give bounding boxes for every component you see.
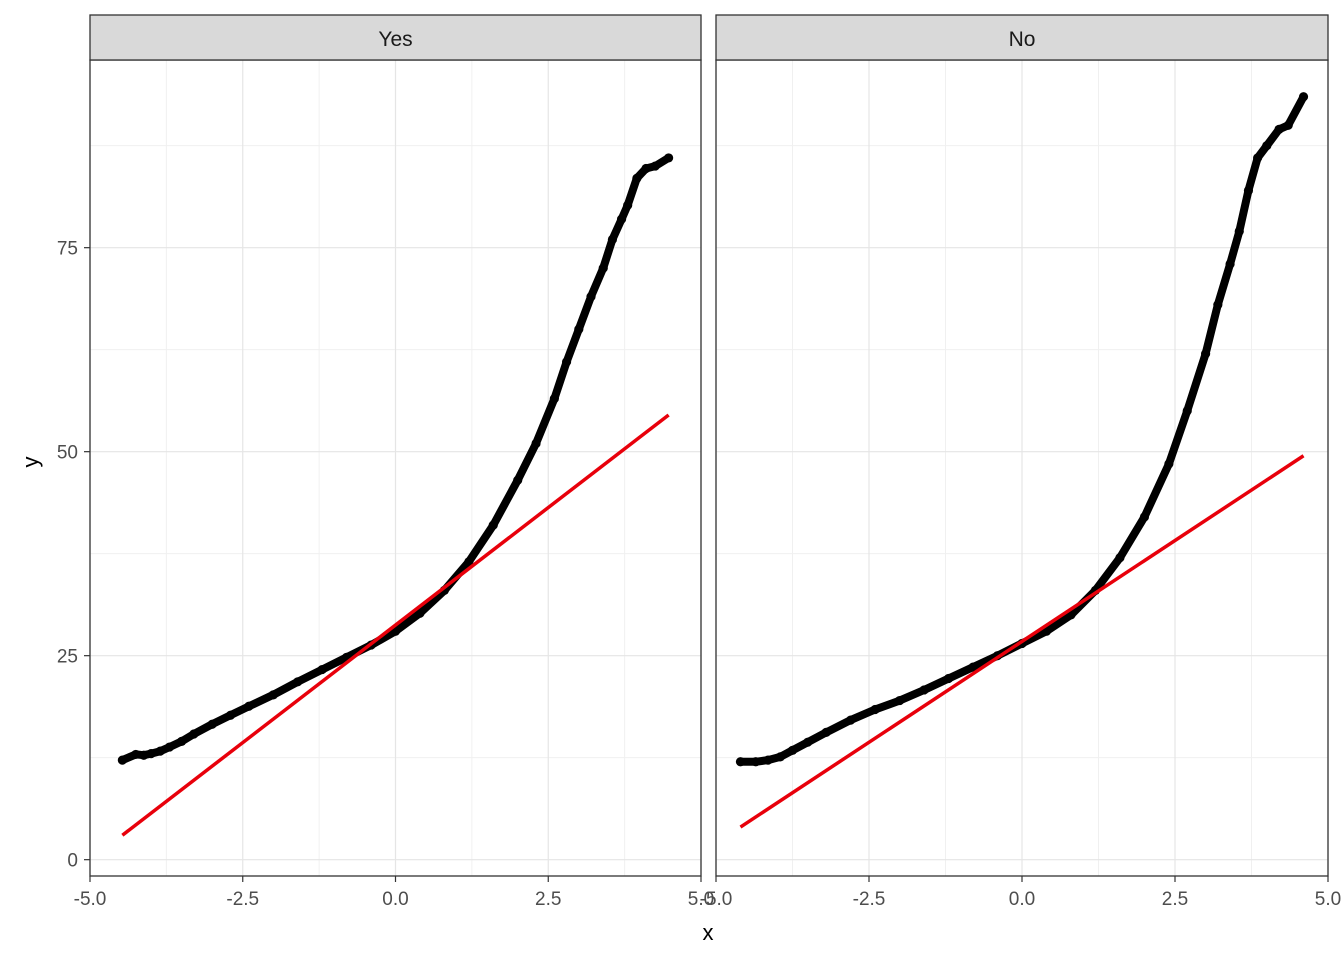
- y-axis: 0 25 50 75: [57, 239, 90, 872]
- reference-line: [121, 413, 670, 837]
- facet-strip: [715, 14, 1329, 61]
- data-point: [821, 727, 831, 737]
- data-point: [464, 557, 474, 567]
- data-point: [1213, 300, 1223, 310]
- data-point: [1298, 92, 1309, 102]
- y-tick-label: 50: [57, 443, 78, 464]
- data-point: [164, 742, 175, 752]
- data-point: [225, 710, 236, 720]
- panel-no: No -5.0 -2.5 0.0 2.5 5.0: [700, 14, 1341, 910]
- data-point: [763, 755, 773, 765]
- data-point: [803, 737, 813, 747]
- data-point: [117, 755, 127, 765]
- x-tick-label: -2.5: [853, 889, 886, 910]
- data-point: [1164, 459, 1174, 469]
- y-axis-label: y: [18, 457, 43, 468]
- data-point: [1139, 512, 1149, 522]
- data-point: [1283, 120, 1293, 130]
- y-tick-label: 75: [57, 239, 78, 260]
- data-point: [598, 263, 608, 273]
- x-tick-label: 2.5: [535, 889, 561, 910]
- data-point: [131, 749, 141, 760]
- x-tick-label: 2.5: [1162, 889, 1188, 910]
- x-axis-label: x: [703, 920, 714, 945]
- data-point: [1201, 349, 1211, 359]
- data-point: [1253, 153, 1263, 163]
- panel-yes: Yes -5.0 -2.5 0.0 2.5 5.0: [74, 14, 714, 910]
- data-point: [139, 750, 149, 760]
- data-point: [1234, 226, 1244, 236]
- facet-strip-label: No: [1009, 28, 1036, 51]
- data-point: [943, 673, 954, 684]
- data-point: [775, 752, 785, 762]
- data-point: [641, 163, 651, 174]
- x-tick-label: -2.5: [226, 889, 259, 910]
- y-tick-label: 25: [57, 647, 78, 668]
- data-point: [870, 704, 880, 715]
- data-point: [586, 292, 596, 302]
- data-point: [155, 746, 165, 756]
- data-point: [919, 685, 929, 695]
- x-tick-label: 5.0: [688, 889, 714, 910]
- x-tick-label: 5.0: [1315, 889, 1341, 910]
- data-point: [895, 695, 905, 706]
- data-point: [787, 745, 798, 755]
- data-point: [415, 608, 425, 618]
- data-point: [1115, 553, 1125, 563]
- data-point: [1182, 406, 1192, 416]
- data-point: [1041, 626, 1052, 636]
- data-point: [664, 153, 674, 163]
- data-point: [1243, 185, 1254, 196]
- data-point: [751, 757, 761, 767]
- data-point: [488, 520, 498, 530]
- data-point: [513, 475, 523, 485]
- data-point: [623, 200, 633, 210]
- data-point: [650, 161, 660, 171]
- facet-strip-label: Yes: [378, 28, 412, 51]
- data-point: [1225, 259, 1235, 269]
- data-point: [632, 173, 642, 183]
- data-point: [268, 690, 278, 700]
- x-tick-label: 0.0: [382, 889, 408, 910]
- data-point: [735, 757, 746, 767]
- data-point: [616, 214, 627, 224]
- data-point: [207, 719, 217, 729]
- x-tick-label: 0.0: [1009, 889, 1035, 910]
- data-point: [146, 749, 156, 759]
- data-point: [244, 701, 254, 711]
- data-point: [293, 677, 303, 687]
- data-point: [561, 357, 572, 367]
- facet-strip: [89, 14, 702, 61]
- data-point: [549, 394, 559, 404]
- data-point: [531, 438, 541, 449]
- reference-line: [739, 454, 1305, 829]
- x-tick-label: -5.0: [700, 889, 733, 910]
- data-point: [189, 729, 199, 739]
- data-point: [846, 715, 856, 725]
- y-tick-label: 0: [67, 851, 78, 872]
- data-point: [607, 234, 618, 245]
- data-point: [317, 664, 327, 675]
- data-point: [1262, 141, 1272, 151]
- data-point: [574, 324, 584, 334]
- data-point: [968, 662, 978, 672]
- x-tick-label: -5.0: [74, 889, 107, 910]
- data-point: [1274, 124, 1284, 134]
- data-point: [177, 736, 187, 746]
